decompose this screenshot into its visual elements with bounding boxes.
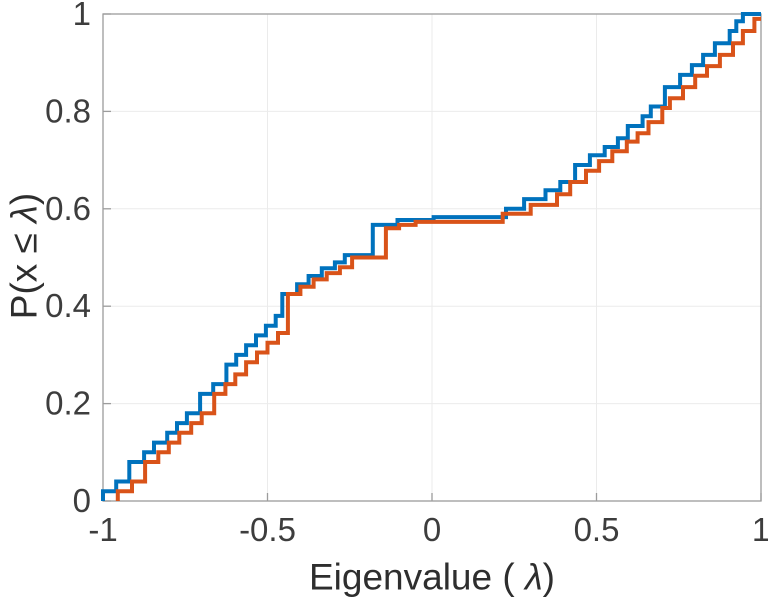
y-tick-label: 0.2 <box>45 385 91 422</box>
lambda-symbol: λ <box>3 205 45 223</box>
x-tick-label: 0.5 <box>574 511 620 548</box>
lambda-symbol: λ <box>524 556 543 598</box>
x-axis-title-text: Eigenvalue ( <box>308 556 525 598</box>
series-ecdf-orange <box>115 16 761 501</box>
x-tick-label: 0 <box>423 511 441 548</box>
x-tick-label: -0.5 <box>239 511 296 548</box>
y-axis-title: P(x ≤ λ) <box>3 192 45 320</box>
y-tick-label: 0.4 <box>45 287 91 324</box>
x-tick-label: -1 <box>88 511 117 548</box>
x-tick-label: 1 <box>752 511 768 548</box>
y-axis-title-text: P(x ≤ <box>3 222 45 320</box>
series-ecdf-blue <box>101 12 761 501</box>
y-tick-label: 0.8 <box>45 92 91 129</box>
y-tick-label: 1 <box>73 0 91 32</box>
y-tick-label: 0.6 <box>45 190 91 227</box>
x-axis-title: Eigenvalue ( λ) <box>308 556 556 598</box>
y-tick-label: 0 <box>73 482 91 519</box>
